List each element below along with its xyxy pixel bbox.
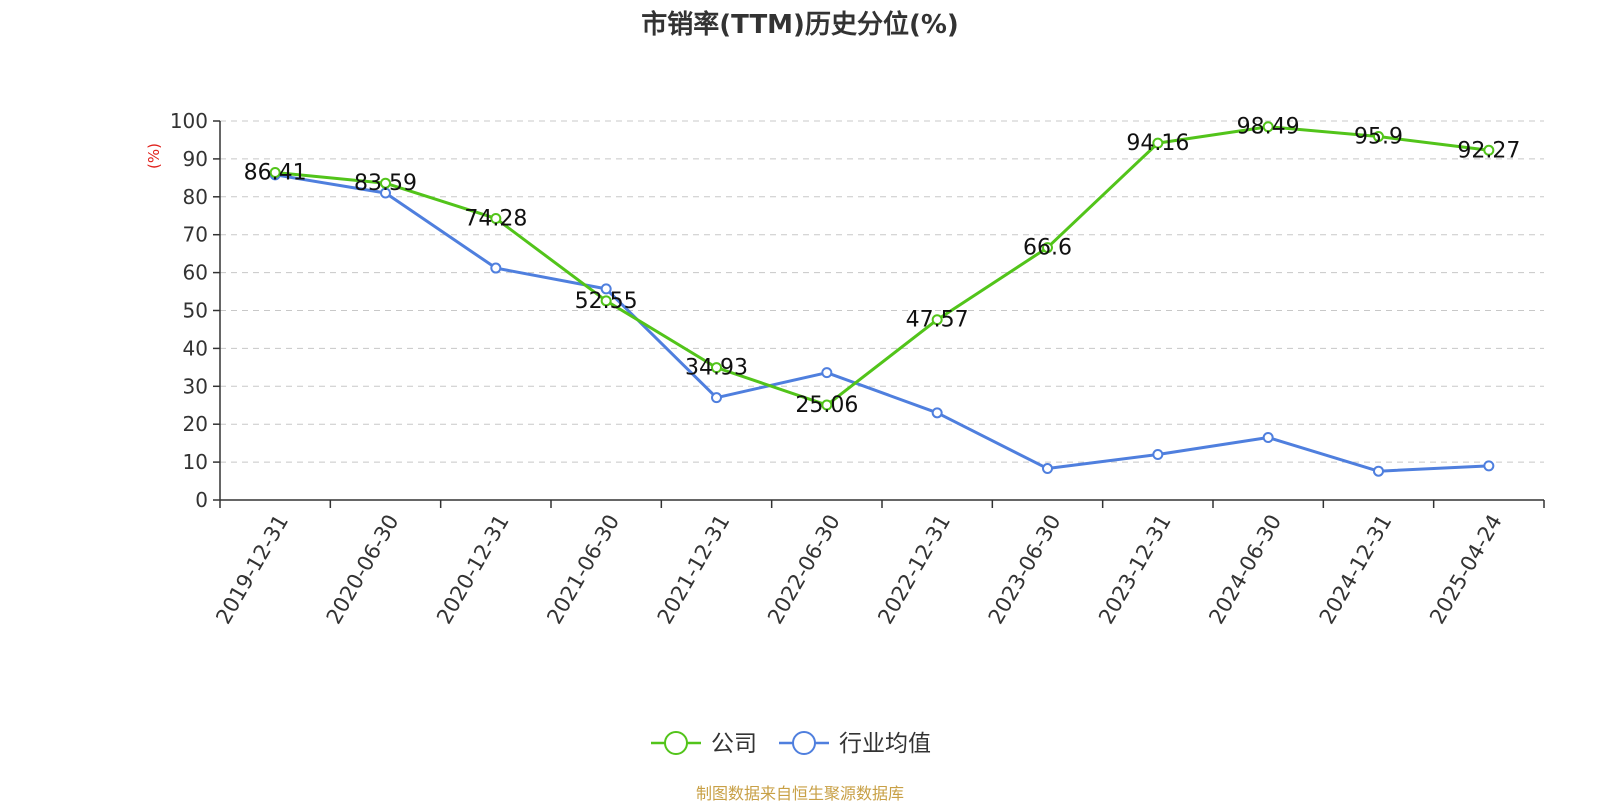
grid-lines bbox=[220, 120, 1544, 463]
data-label: 83.59 bbox=[354, 171, 417, 196]
series-lines bbox=[269, 121, 1495, 477]
data-point[interactable] bbox=[600, 283, 612, 295]
x-tick-label: 2023-06-30 bbox=[984, 510, 1066, 628]
data-point[interactable] bbox=[600, 295, 612, 307]
series-line bbox=[274, 173, 1489, 473]
data-label: 92.27 bbox=[1457, 138, 1520, 163]
legend[interactable]: 公司 行业均值 bbox=[651, 731, 931, 757]
data-point[interactable] bbox=[380, 177, 391, 189]
data-point[interactable] bbox=[931, 314, 943, 326]
legend-label: 公司 bbox=[711, 731, 757, 757]
data-label: 98.49 bbox=[1237, 115, 1300, 140]
data-label: 86.41 bbox=[244, 161, 307, 186]
series-line bbox=[275, 125, 1490, 407]
data-point[interactable] bbox=[1262, 431, 1274, 443]
x-tick-label: 2025-04-24 bbox=[1425, 510, 1507, 628]
data-point[interactable] bbox=[1152, 137, 1164, 149]
data-labels: 86.41 83.59 74.28 52.55 34.93 25.06 47.57 66.6 9… bbox=[244, 115, 1521, 418]
y-tick-label: 50 bbox=[183, 299, 208, 323]
x-tick-label: 2022-06-30 bbox=[763, 510, 845, 628]
data-label: 25.06 bbox=[795, 393, 858, 418]
data-label: 34.93 bbox=[685, 356, 748, 381]
x-tick-label: 2019-12-31 bbox=[211, 510, 293, 628]
legend-marker bbox=[792, 731, 816, 755]
y-tick-label: 90 bbox=[183, 147, 208, 171]
y-tick-label: 80 bbox=[183, 185, 208, 209]
x-tick-label: 2024-12-31 bbox=[1315, 510, 1397, 628]
legend-item[interactable]: 公司 bbox=[651, 731, 757, 757]
data-point[interactable] bbox=[1042, 242, 1053, 254]
data-point[interactable] bbox=[1042, 463, 1053, 475]
data-point[interactable] bbox=[821, 399, 833, 411]
data-label: 95.9 bbox=[1354, 125, 1403, 150]
data-point[interactable] bbox=[931, 407, 943, 419]
data-label: 74.28 bbox=[464, 206, 527, 231]
x-tick-label: 2020-06-30 bbox=[322, 510, 404, 628]
data-label: 47.57 bbox=[906, 308, 969, 333]
legend-label: 行业均值 bbox=[839, 731, 931, 757]
legend-item[interactable]: 行业均值 bbox=[779, 731, 931, 757]
y-tick-label: 0 bbox=[195, 488, 208, 512]
data-point[interactable] bbox=[1483, 460, 1495, 472]
data-point[interactable] bbox=[1262, 121, 1274, 133]
data-label: 66.6 bbox=[1023, 236, 1072, 261]
data-label: 94.16 bbox=[1126, 131, 1189, 156]
y-tick-label: 100 bbox=[170, 109, 208, 133]
y-axis-unit-label: (%) bbox=[145, 143, 163, 169]
x-tick-label: 2024-06-30 bbox=[1204, 510, 1286, 628]
y-tick-label: 10 bbox=[183, 450, 208, 474]
data-point[interactable] bbox=[269, 167, 281, 179]
data-point[interactable] bbox=[711, 362, 722, 374]
data-point[interactable] bbox=[490, 262, 502, 274]
data-point[interactable] bbox=[490, 212, 502, 224]
chart-title: 市销率(TTM)历史分位(%) bbox=[641, 10, 959, 40]
y-tick-label: 20 bbox=[183, 412, 208, 436]
y-tick-label: 40 bbox=[183, 336, 208, 360]
x-tick-label: 2020-12-31 bbox=[432, 510, 514, 628]
x-tick-label: 2021-12-31 bbox=[653, 510, 735, 628]
x-tick-label: 2023-12-31 bbox=[1094, 510, 1176, 628]
data-point[interactable] bbox=[821, 367, 833, 379]
x-tick-label: 2021-06-30 bbox=[542, 510, 624, 628]
legend-marker bbox=[664, 731, 688, 755]
data-point[interactable] bbox=[711, 392, 722, 404]
data-point[interactable] bbox=[1152, 449, 1164, 461]
y-tick-label: 60 bbox=[183, 261, 208, 285]
x-tick-label: 2022-12-31 bbox=[873, 510, 955, 628]
source-note: 制图数据来自恒生聚源数据库 bbox=[695, 784, 904, 803]
data-point[interactable] bbox=[1373, 465, 1384, 477]
data-point[interactable] bbox=[1373, 131, 1384, 143]
data-label: 52.55 bbox=[575, 289, 638, 314]
y-tick-label: 30 bbox=[183, 374, 208, 398]
data-point[interactable] bbox=[1483, 144, 1495, 156]
y-tick-label: 70 bbox=[183, 223, 208, 247]
